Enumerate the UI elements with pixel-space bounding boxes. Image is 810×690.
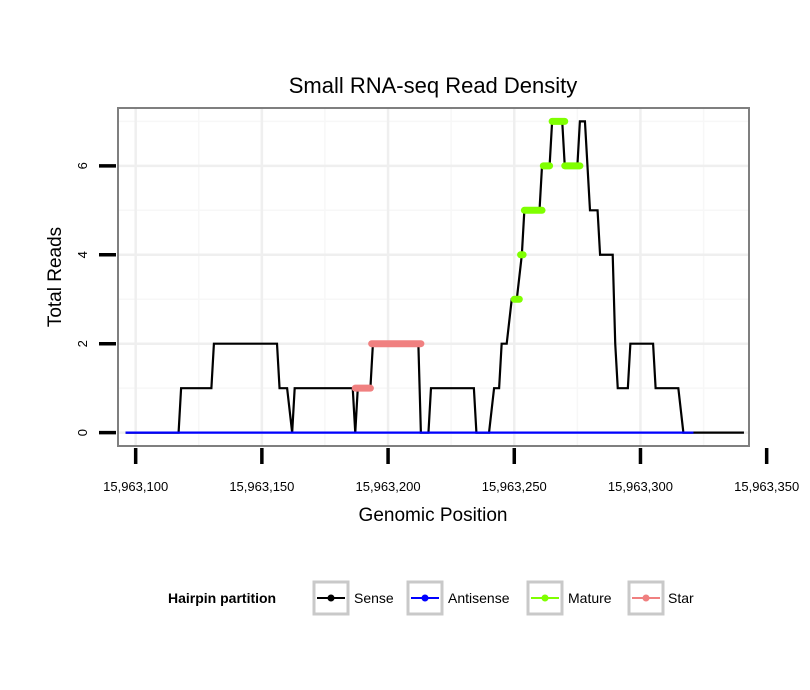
legend-title: Hairpin partition <box>168 590 276 606</box>
legend-key-point <box>642 594 650 602</box>
series-line-sense <box>125 120 744 434</box>
y-axis: 0 2 4 6 <box>75 162 116 436</box>
x-tick-label: 15,963,150 <box>229 479 294 494</box>
legend-key-point <box>421 594 429 602</box>
legend-key-point <box>327 594 335 602</box>
legend-label-antisense: Antisense <box>448 590 510 606</box>
legend-label-sense: Sense <box>354 590 394 606</box>
x-tick-label: 15,963,100 <box>103 479 168 494</box>
x-tick-label: 15,963,200 <box>356 479 421 494</box>
plot-series <box>125 117 744 434</box>
chart-title: Small RNA-seq Read Density <box>289 73 578 98</box>
y-tick-label: 6 <box>75 162 90 169</box>
legend-key-point <box>541 594 549 602</box>
x-tick-label: 15,963,350 <box>734 479 799 494</box>
legend-label-mature: Mature <box>568 590 612 606</box>
y-tick-label: 0 <box>75 429 90 436</box>
plot-panel-border <box>117 107 750 447</box>
grid-lines <box>118 108 749 446</box>
x-tick-label: 15,963,250 <box>482 479 547 494</box>
y-axis-label: Total Reads <box>45 227 66 327</box>
legend: Hairpin partition Sense Antisense Mature St… <box>168 580 694 616</box>
y-tick-label: 2 <box>75 340 90 347</box>
y-tick-label: 4 <box>75 251 90 258</box>
x-axis: 15,963,100 15,963,150 15,963,200 15,963,250… <box>103 448 799 494</box>
x-axis-label: Genomic Position <box>359 505 508 526</box>
legend-label-star: Star <box>668 590 694 606</box>
x-tick-label: 15,963,300 <box>608 479 673 494</box>
